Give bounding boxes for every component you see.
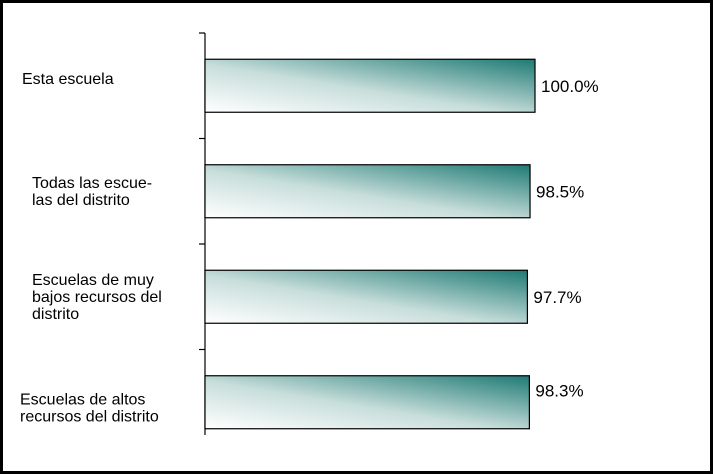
- category-label-line: las del distrito: [32, 192, 130, 209]
- category-label: Escuelas de altos recursos del distrito: [20, 391, 159, 425]
- category-label-line: Todas las escue-: [32, 175, 152, 192]
- data-label: 100.0%: [541, 77, 599, 96]
- data-label: 97.7%: [533, 288, 581, 307]
- category-label: Escuelas de muy bajos recursos del distrit…: [32, 272, 162, 323]
- category-label-line: Esta escuela: [22, 71, 114, 88]
- category-label: Esta escuela: [22, 71, 114, 88]
- bar: [204, 375, 530, 430]
- bar: [204, 269, 529, 324]
- category-label-line: Escuelas de muy: [32, 272, 154, 289]
- data-label: 98.5%: [536, 182, 584, 201]
- bar: [204, 164, 531, 219]
- data-label: 98.3%: [535, 381, 583, 400]
- value-labels: 100.0% 98.5% 97.7% 98.3%: [533, 77, 598, 401]
- bar: [204, 58, 536, 113]
- category-label-line: bajos recursos del: [32, 289, 162, 306]
- category-label-line: recursos del distrito: [20, 408, 159, 425]
- category-label-line: Escuelas de altos: [20, 391, 145, 408]
- category-label-line: distrito: [32, 306, 79, 323]
- category-labels: Esta escuela Todas las escue-las del dist…: [20, 71, 162, 426]
- bars: [204, 58, 536, 430]
- axis-ticks: [199, 32, 205, 351]
- category-label: Todas las escue-las del distrito: [32, 175, 152, 209]
